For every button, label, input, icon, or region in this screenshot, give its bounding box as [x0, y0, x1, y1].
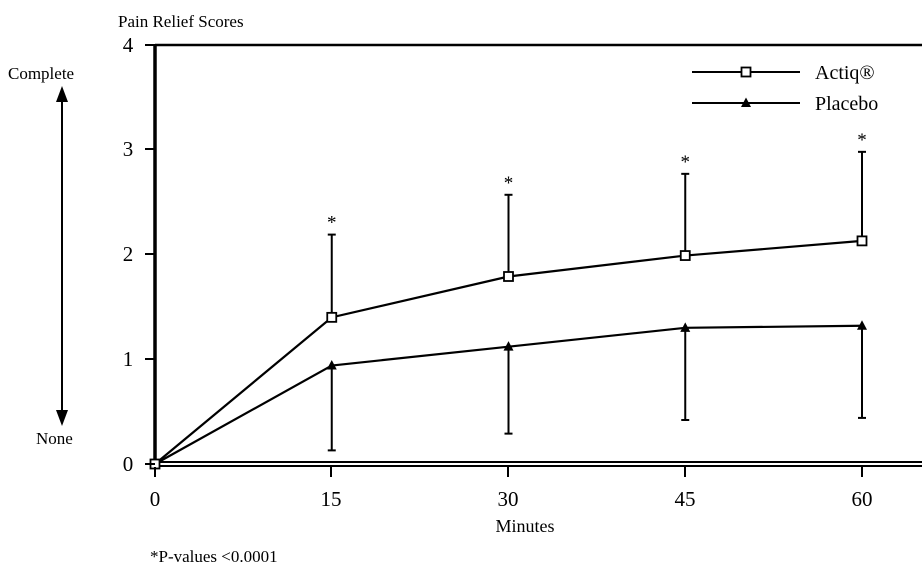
x-tick-label: 30 [498, 487, 519, 511]
marker-actiq [503, 271, 514, 282]
legend-label-placebo: Placebo [815, 93, 878, 115]
significance-star: * [681, 152, 691, 173]
marker-placebo [857, 320, 867, 330]
x-tick-label: 45 [675, 487, 696, 511]
axis-ticks [145, 44, 863, 477]
footnote: *P-values <0.0001 [150, 547, 278, 566]
marker-placebo [326, 360, 337, 370]
legend-label-actiq: Actiq® [815, 62, 875, 84]
marker-placebo [680, 322, 691, 332]
scale-bottom-label: None [36, 429, 73, 448]
legend-marker-placebo [741, 97, 751, 107]
scale-top-label: Complete [8, 64, 74, 83]
legend: Actiq® Placebo [692, 62, 878, 115]
plot-frame [153, 43, 922, 467]
legend-marker-actiq [740, 66, 752, 78]
marker-actiq [679, 250, 691, 261]
x-axis-title: Minutes [495, 516, 554, 536]
significance-star: * [504, 173, 514, 194]
scale-range-arrow [56, 86, 68, 426]
x-tick-label: 0 [150, 487, 161, 511]
scale-arrow-down [56, 410, 68, 426]
y-tick-label: 1 [123, 347, 134, 371]
y-tick-label: 3 [123, 137, 134, 161]
marker-actiq [856, 235, 868, 247]
error-bars [327, 150, 866, 452]
x-tick-label: 15 [321, 487, 342, 511]
x-tick-label: 60 [852, 487, 873, 511]
chart-labels: Pain Relief Scores Minutes *P-values <0.… [8, 12, 873, 566]
significance-star: * [327, 213, 337, 234]
chart-title: Pain Relief Scores [118, 12, 244, 31]
y-tick-label: 2 [123, 242, 134, 266]
y-tick-label: 4 [123, 33, 134, 57]
scale-arrow-up [56, 86, 68, 102]
significance-star: * [857, 130, 867, 151]
y-tick-label: 0 [123, 452, 134, 476]
marker-actiq [326, 311, 338, 323]
marker-placebo [503, 341, 514, 351]
